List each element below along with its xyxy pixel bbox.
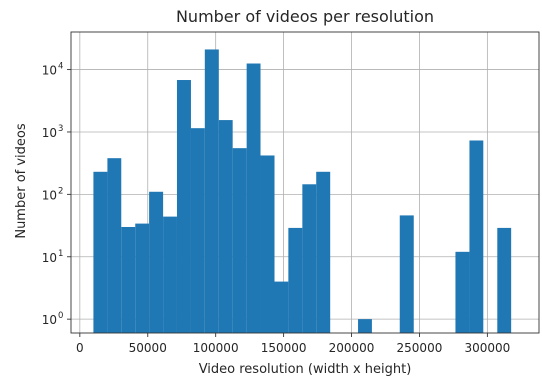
histogram-bar <box>190 128 205 333</box>
histogram-bar <box>455 251 470 333</box>
x-tick-label: 100000 <box>193 341 239 355</box>
x-axis-ticks: 0 50000 100000 150000 200000 250000 300000 <box>76 333 510 355</box>
y-tick-exponent: 3 <box>58 124 63 134</box>
histogram-bar <box>135 223 150 333</box>
y-tick-exponent: 4 <box>58 62 63 72</box>
histogram-bar <box>93 171 108 333</box>
bars <box>93 49 512 334</box>
x-tick-label: 200000 <box>329 341 375 355</box>
y-tick-exponent: 2 <box>58 186 63 196</box>
histogram-bar <box>149 191 164 333</box>
histogram-bar <box>218 120 233 333</box>
x-axis-label: Video resolution (width x height) <box>199 362 412 377</box>
y-tick-label: 10 <box>42 126 57 140</box>
x-tick-label: 250000 <box>397 341 443 355</box>
histogram-bar <box>121 226 136 333</box>
y-tick-label: 10 <box>42 313 57 327</box>
histogram-bar <box>163 216 177 333</box>
histogram-bar <box>232 148 247 333</box>
chart-title: Number of videos per resolution <box>176 7 434 26</box>
x-tick-label: 0 <box>76 341 84 355</box>
histogram-bar <box>274 281 289 333</box>
histogram-bar <box>288 227 303 333</box>
histogram-bar <box>204 49 219 334</box>
y-tick-label: 10 <box>42 188 57 202</box>
histogram-bar <box>176 80 191 333</box>
histogram-bar <box>246 63 261 333</box>
x-tick-label: 50000 <box>129 341 167 355</box>
histogram-bar <box>497 227 512 333</box>
x-tick-label: 300000 <box>464 341 510 355</box>
histogram-bar <box>107 158 122 333</box>
histogram-bar <box>260 155 275 333</box>
histogram-bar <box>358 319 372 333</box>
y-axis-label: Number of videos <box>14 123 29 239</box>
y-tick-exponent: 0 <box>58 311 63 321</box>
histogram-bar <box>302 184 317 333</box>
histogram-bar <box>316 171 331 333</box>
histogram-bar <box>469 140 484 333</box>
y-tick-exponent: 1 <box>58 249 63 259</box>
plot-frame <box>70 31 540 334</box>
x-tick-label: 150000 <box>261 341 307 355</box>
y-tick-label: 10 <box>42 64 57 78</box>
y-tick-label: 10 <box>42 251 57 265</box>
histogram-bar <box>399 215 414 333</box>
